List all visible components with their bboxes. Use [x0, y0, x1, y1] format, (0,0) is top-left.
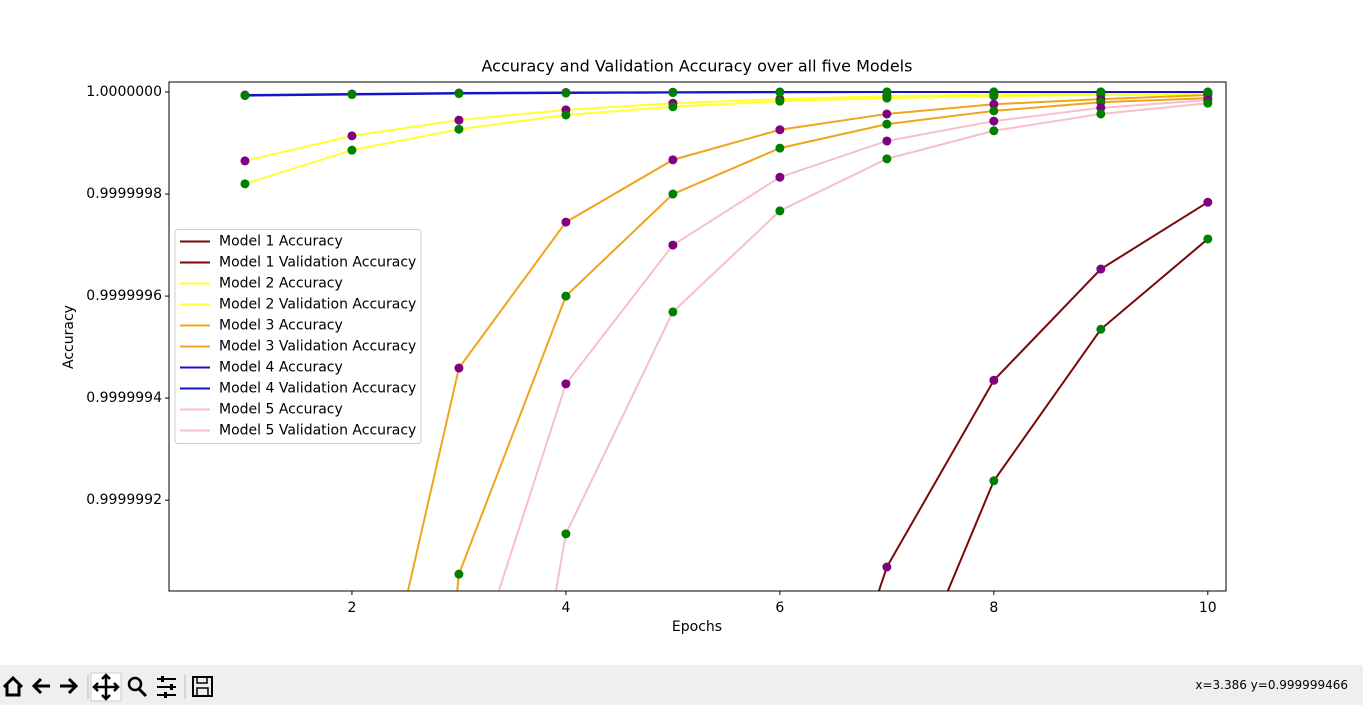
data-point — [989, 375, 999, 385]
y-tick-label: 0.9999996 — [86, 288, 162, 304]
legend-label: Model 1 Validation Accuracy — [219, 255, 416, 271]
data-point — [775, 125, 785, 135]
data-point — [561, 88, 571, 98]
save-button[interactable] — [192, 676, 213, 697]
y-tick-label: 0.9999998 — [86, 186, 162, 202]
data-point — [882, 136, 892, 146]
forward-button[interactable] — [60, 677, 79, 695]
legend-label: Model 2 Accuracy — [219, 276, 343, 292]
legend-label: Model 2 Validation Accuracy — [219, 297, 416, 313]
toolbar-icons — [2, 672, 213, 702]
data-point — [240, 91, 250, 101]
data-point — [347, 90, 357, 100]
data-point — [989, 106, 999, 116]
data-point — [882, 562, 892, 572]
data-point — [454, 124, 464, 134]
data-point — [1096, 87, 1106, 97]
data-point — [347, 145, 357, 155]
data-point — [668, 155, 678, 165]
axes-frame — [168, 81, 1227, 592]
y-tick-label: 1.0000000 — [86, 84, 162, 100]
x-tick-label: 2 — [347, 600, 356, 616]
data-point — [1096, 324, 1106, 334]
data-point — [989, 116, 999, 126]
legend-label: Model 5 Accuracy — [219, 402, 343, 418]
data-point — [989, 87, 999, 97]
toolbar: x=3.386 y=0.999999466 — [0, 665, 1363, 705]
series-line — [877, 201, 1209, 591]
data-point — [1203, 87, 1213, 97]
x-tick-label: 4 — [561, 600, 570, 616]
series-line — [244, 91, 1208, 97]
data-point — [561, 529, 571, 539]
configure-button[interactable] — [157, 676, 176, 698]
data-point — [989, 126, 999, 136]
y-tick-label: 0.9999994 — [86, 390, 162, 406]
data-point — [561, 291, 571, 301]
x-tick-label: 8 — [989, 600, 998, 616]
data-point — [1096, 109, 1106, 119]
data-point — [347, 131, 357, 141]
x-tick-label: 6 — [775, 600, 784, 616]
series-line — [244, 92, 1208, 162]
series-line — [497, 99, 1208, 591]
legend-box — [174, 229, 422, 444]
data-point — [668, 189, 678, 199]
data-point — [668, 88, 678, 98]
data-point — [454, 89, 464, 99]
legend-label: Model 4 Accuracy — [219, 360, 343, 376]
data-point — [1096, 264, 1106, 274]
data-point — [882, 87, 892, 97]
chart-title: Accuracy and Validation Accuracy over al… — [482, 57, 913, 76]
data-point — [454, 115, 464, 125]
x-tick-label: 10 — [1199, 600, 1217, 616]
y-axis-label: Accuracy — [61, 305, 77, 369]
data-point — [989, 476, 999, 486]
back-button[interactable] — [31, 677, 50, 695]
data-point — [882, 119, 892, 129]
zoom-button[interactable] — [127, 676, 148, 698]
x-axis-label: Epochs — [672, 619, 722, 635]
data-point — [561, 110, 571, 120]
series-line — [406, 94, 1208, 591]
data-point — [668, 307, 678, 317]
data-point — [775, 143, 785, 153]
data-point — [775, 206, 785, 216]
data-point — [668, 102, 678, 112]
series-line — [456, 97, 1208, 591]
data-point — [668, 240, 678, 250]
data-point — [561, 379, 571, 389]
legend-label: Model 3 Accuracy — [219, 318, 343, 334]
data-point — [454, 363, 464, 373]
data-point — [240, 156, 250, 166]
data-point — [1203, 234, 1213, 244]
data-point — [775, 96, 785, 106]
status-text: x=3.386 y=0.999999466 — [1195, 678, 1348, 692]
data-point — [882, 154, 892, 164]
data-point — [775, 87, 785, 97]
data-point — [1203, 98, 1213, 108]
plot-area — [240, 87, 1213, 591]
series-line — [946, 238, 1209, 591]
toolbar-separator — [87, 675, 186, 699]
series-line — [554, 102, 1208, 591]
data-point — [882, 109, 892, 119]
home-button[interactable] — [2, 675, 24, 697]
data-point — [1203, 197, 1213, 207]
y-tick-label: 0.9999992 — [86, 492, 162, 508]
data-point — [561, 217, 571, 227]
chart: Accuracy and Validation Accuracy over al… — [61, 57, 1227, 635]
legend-label: Model 5 Validation Accuracy — [219, 423, 416, 439]
data-point — [989, 99, 999, 109]
legend-label: Model 1 Accuracy — [219, 234, 343, 250]
data-point — [454, 569, 464, 579]
data-point — [240, 179, 250, 189]
legend-label: Model 4 Validation Accuracy — [219, 381, 416, 397]
data-point — [775, 172, 785, 182]
legend-label: Model 3 Validation Accuracy — [219, 339, 416, 355]
pan-icon — [92, 673, 120, 701]
series-line — [244, 93, 1208, 185]
